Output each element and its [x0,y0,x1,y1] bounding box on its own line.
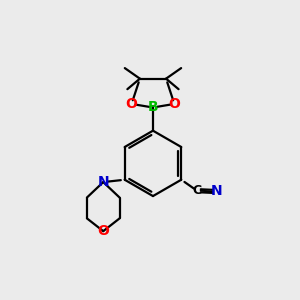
Text: N: N [98,175,109,189]
Text: O: O [126,97,137,111]
Text: N: N [211,184,222,198]
Text: C: C [193,184,202,197]
Text: B: B [148,100,158,115]
Text: O: O [168,97,180,111]
Text: O: O [97,224,109,238]
